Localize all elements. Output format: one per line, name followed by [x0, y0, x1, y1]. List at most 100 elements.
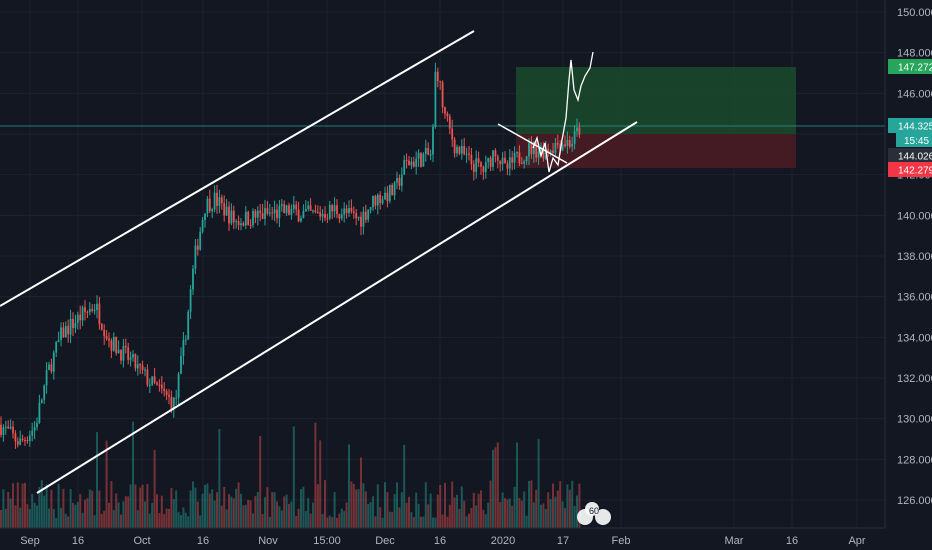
- candle-body: [444, 107, 446, 114]
- forecast-path[interactable]: [532, 51, 594, 173]
- volume-bar: [384, 482, 386, 528]
- volume-bar: [220, 505, 223, 528]
- candle-body: [328, 204, 331, 219]
- volume-bar: [470, 507, 473, 528]
- volume-bar: [24, 482, 26, 528]
- candle-body: [31, 430, 34, 436]
- candle-body: [331, 204, 334, 212]
- candle-body: [43, 385, 46, 400]
- candle-body: [564, 144, 566, 147]
- candle-body: [523, 161, 526, 164]
- price-tick-label: 126.000: [897, 495, 932, 507]
- candle-body: [105, 336, 108, 339]
- volume-bar: [453, 497, 456, 528]
- volume-bar: [458, 508, 461, 528]
- volume-bar: [187, 516, 190, 528]
- candle-body: [192, 268, 194, 290]
- candle-body: [384, 192, 386, 200]
- volume-bar: [525, 515, 528, 528]
- volume-bar: [43, 495, 46, 528]
- candle-body: [72, 318, 74, 328]
- candle-body: [182, 340, 185, 356]
- candle-body: [160, 384, 163, 389]
- candle-body: [460, 145, 463, 154]
- volume-bar: [314, 422, 317, 528]
- candle-body: [393, 182, 396, 196]
- candle-body: [158, 384, 161, 386]
- volume-bar: [112, 510, 115, 528]
- volume-bar: [537, 439, 540, 528]
- candle-body: [417, 152, 420, 159]
- candle-body: [103, 329, 106, 337]
- channel-upper-line[interactable]: [0, 30, 475, 307]
- last-price-label: 144.325: [898, 122, 932, 133]
- volume-bar: [297, 508, 300, 528]
- volume-bar: [513, 486, 516, 528]
- candle-body: [57, 340, 60, 343]
- volume-bar: [300, 489, 302, 528]
- candle-body: [566, 140, 569, 147]
- wedge-upper-line[interactable]: [497, 123, 568, 164]
- candle-body: [297, 209, 300, 222]
- candle-body: [542, 146, 545, 159]
- candle-body: [177, 373, 180, 398]
- volume-bar: [280, 510, 283, 528]
- volume-bar: [129, 484, 132, 528]
- candle-body: [544, 149, 547, 159]
- volume-bar: [261, 514, 264, 528]
- candle-body: [256, 210, 259, 218]
- volume-bar: [146, 483, 149, 528]
- candle-body: [470, 154, 473, 165]
- candle-body: [506, 163, 509, 169]
- position-zones: [516, 67, 796, 168]
- volume-bar: [254, 496, 257, 528]
- volume-bar: [86, 498, 89, 528]
- candle-body: [338, 214, 341, 219]
- candle-body: [458, 146, 461, 154]
- candle-body: [14, 433, 17, 442]
- volume-bar: [444, 482, 446, 528]
- candle-body: [540, 146, 542, 152]
- volume-bar: [554, 496, 557, 528]
- volume-bar: [278, 506, 281, 528]
- candle-body: [115, 337, 118, 354]
- volume-bar: [492, 449, 494, 528]
- volume-bar: [76, 501, 79, 528]
- candle-body: [228, 206, 230, 224]
- candle-body: [307, 205, 310, 209]
- candle-body: [74, 322, 77, 328]
- candle-body: [441, 82, 444, 108]
- volume-bar: [422, 516, 425, 528]
- volume-bar: [448, 504, 451, 528]
- volume-bar: [72, 502, 74, 528]
- volume-bar: [573, 505, 576, 528]
- volume-bar: [26, 504, 29, 528]
- channel-lower-line[interactable]: [36, 121, 638, 494]
- candle-body: [172, 397, 175, 410]
- volume-bar: [168, 508, 170, 528]
- volume-bar: [225, 509, 228, 528]
- candle-body: [424, 147, 427, 155]
- candle-body: [304, 208, 307, 212]
- volume-bar: [542, 503, 545, 528]
- candle-body: [489, 157, 492, 167]
- volume-bar: [201, 493, 204, 528]
- candle-body: [278, 206, 281, 219]
- candle-body: [501, 157, 504, 165]
- volume-bar: [345, 502, 348, 528]
- candle-body: [276, 209, 278, 219]
- volume-bar: [117, 502, 120, 528]
- volume-bar: [19, 507, 22, 528]
- volume-bar: [103, 510, 106, 528]
- volume-bar: [62, 488, 65, 528]
- volume-bar: [134, 484, 137, 528]
- volume-bar: [549, 499, 552, 528]
- countdown-label: 15:45: [904, 136, 929, 147]
- watermark-text: 60: [589, 506, 599, 516]
- candle-body: [273, 209, 276, 214]
- volume-bar: [302, 486, 305, 528]
- candle-body: [81, 307, 84, 321]
- volume-bar: [571, 480, 574, 528]
- candle-body: [386, 192, 389, 202]
